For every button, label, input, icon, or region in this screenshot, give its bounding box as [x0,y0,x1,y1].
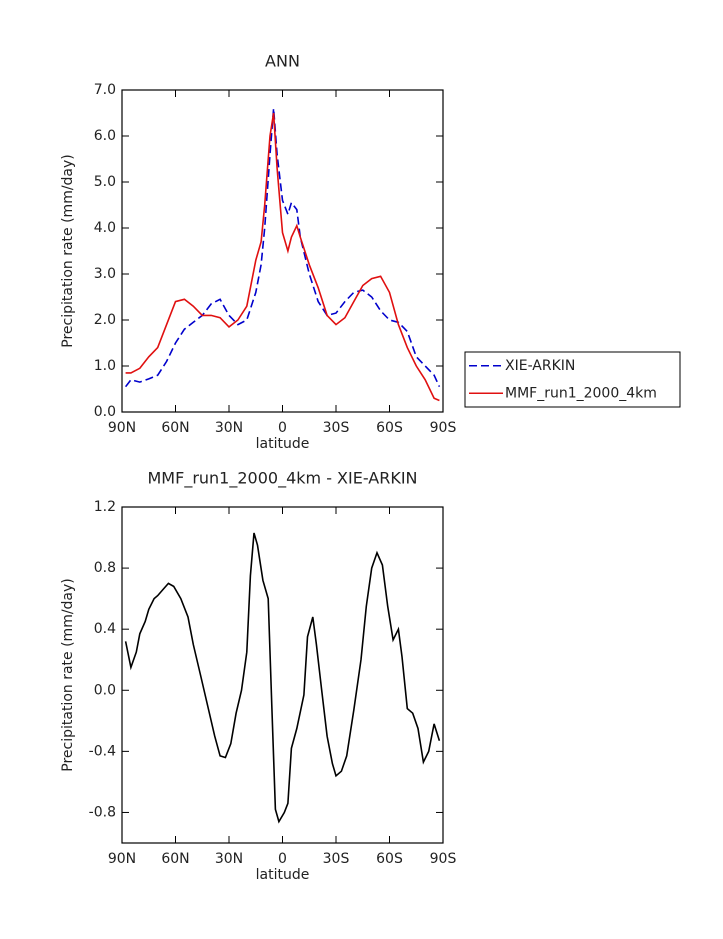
legend-label: XIE-ARKIN [505,358,575,374]
plot-frame [121,89,444,413]
y-tick-label: 6.0 [94,128,116,144]
data-line [125,112,440,402]
x-tick-label: 60N [161,420,189,436]
y-axis-label: Precipitation rate (mm/day) [60,578,76,772]
legend-label: MMF_run1_2000_4km [505,385,657,401]
x-tick-label: 0 [278,851,287,867]
y-tick-label: 0.4 [94,621,116,637]
chart-title: MMF_run1_2000_4km - XIE-ARKIN [148,469,418,489]
y-tick-label: 1.0 [94,358,116,374]
x-tick-label: 0 [278,420,287,436]
y-tick-label: 2.0 [94,312,116,328]
y-tick-label: 1.2 [94,499,116,515]
y-tick-label: 0.0 [94,404,116,420]
chart-title: ANN [265,52,300,71]
y-tick-label: -0.8 [89,804,116,820]
x-axis-label: latitude [256,436,310,452]
x-tick-label: 60S [376,851,403,867]
x-tick-label: 30S [323,851,350,867]
y-tick-label: 0.8 [94,560,116,576]
x-tick-label: 30N [215,851,243,867]
x-tick-label: 90S [430,851,457,867]
x-tick-label: 90S [430,420,457,436]
y-tick-label: 0.0 [94,682,116,698]
x-tick-label: 90N [108,851,136,867]
data-line [124,108,441,388]
x-tick-label: 90N [108,420,136,436]
x-axis-label: latitude [256,867,310,883]
y-axis-label: Precipitation rate (mm/day) [60,154,76,348]
x-tick-label: 60S [376,420,403,436]
x-tick-label: 30S [323,420,350,436]
x-tick-label: 60N [161,851,189,867]
x-tick-label: 30N [215,420,243,436]
y-tick-label: 5.0 [94,174,116,190]
y-tick-label: 4.0 [94,220,116,236]
data-line [124,532,441,824]
y-tick-label: -0.4 [89,743,116,759]
legend-box [464,351,681,408]
y-tick-label: 3.0 [94,266,116,282]
y-tick-label: 7.0 [94,82,116,98]
plot-frame [121,506,444,844]
